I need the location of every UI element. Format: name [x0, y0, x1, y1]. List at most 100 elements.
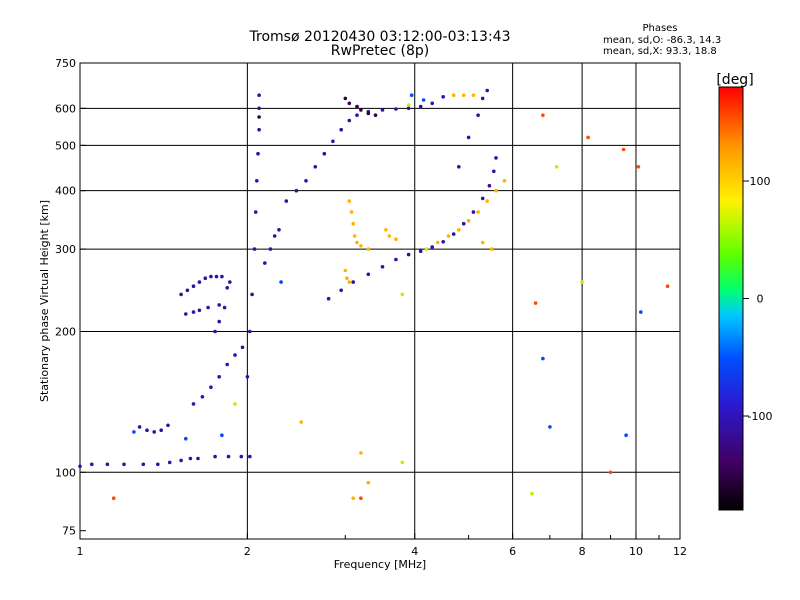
grid-lines: [80, 63, 680, 539]
data-point: [554, 165, 559, 169]
data-point: [418, 104, 423, 109]
data-point: [294, 188, 299, 193]
data-point: [366, 111, 371, 116]
phases-x-mode: mean, sd,X: 93.3, 18.8: [603, 46, 717, 57]
chart-subtitle: RwPretec (8p): [331, 43, 429, 59]
data-point: [197, 308, 202, 313]
data-point: [322, 151, 327, 156]
data-point: [421, 98, 426, 102]
data-point: [580, 280, 584, 284]
data-point: [213, 329, 217, 334]
data-point: [225, 286, 229, 290]
data-point: [466, 135, 471, 140]
data-point: [406, 252, 411, 257]
data-point: [461, 93, 466, 97]
data-point: [586, 135, 590, 140]
data-point: [380, 108, 385, 112]
data-point: [406, 106, 411, 111]
colorbar-ticks: 100 0 -100: [743, 175, 772, 423]
colorbar-tick-label: 0: [757, 293, 764, 306]
data-point: [471, 210, 476, 214]
data-point: [248, 454, 252, 459]
data-point: [485, 199, 490, 203]
data-point: [351, 496, 356, 501]
data-point: [400, 292, 405, 297]
data-point: [217, 319, 221, 324]
data-point: [541, 113, 545, 117]
data-point: [90, 462, 94, 467]
data-point: [105, 462, 110, 467]
data-point: [277, 228, 281, 232]
colorbar-gradient: [718, 86, 744, 511]
y-tick-label: 200: [55, 325, 76, 338]
y-axis: 75 100 200 300 400 500 600 750: [55, 57, 86, 538]
data-point: [457, 228, 461, 232]
colorbar-tick-label: 100: [750, 175, 771, 188]
data-point: [366, 272, 371, 277]
phases-title: Phases: [642, 23, 677, 34]
data-point: [355, 240, 359, 245]
data-point: [209, 385, 213, 390]
data-point: [394, 257, 398, 262]
data-point: [351, 221, 356, 226]
data-point: [345, 276, 349, 281]
data-point: [347, 280, 352, 284]
data-point: [349, 210, 354, 214]
data-point: [191, 402, 196, 406]
data-point: [152, 430, 156, 434]
data-point: [257, 115, 261, 119]
data-point: [441, 95, 446, 99]
data-point: [209, 274, 213, 279]
data-point: [196, 456, 200, 461]
data-point: [351, 280, 356, 284]
data-point: [387, 234, 392, 238]
data-point: [197, 280, 202, 284]
data-point: [252, 247, 257, 251]
x-tick-label: 8: [579, 545, 586, 558]
y-tick-label: 400: [55, 185, 76, 198]
y-tick-label: 300: [55, 243, 76, 256]
data-point: [548, 425, 552, 429]
data-point: [355, 113, 359, 117]
data-point: [430, 245, 435, 249]
data-point: [250, 292, 254, 297]
data-point: [639, 310, 643, 314]
data-point: [339, 127, 344, 132]
data-point: [191, 310, 196, 314]
data-point: [533, 301, 538, 305]
data-point: [347, 101, 352, 106]
data-point: [222, 305, 227, 310]
data-point: [430, 101, 435, 106]
data-point: [220, 274, 224, 279]
data-point: [184, 312, 188, 316]
data-point: [225, 362, 229, 367]
data-point: [214, 274, 219, 279]
data-point: [343, 96, 348, 101]
data-point: [78, 464, 82, 469]
data-point: [347, 118, 352, 123]
data-point: [494, 156, 498, 160]
phases-o-mode: mean, sd,O: -86.3, 14.3: [603, 35, 721, 46]
data-point: [373, 113, 378, 117]
data-point: [111, 496, 116, 501]
data-point: [239, 454, 244, 459]
data-point: [217, 375, 221, 379]
x-tick-label: 6: [509, 545, 516, 558]
data-point: [200, 395, 205, 399]
data-point: [159, 428, 163, 433]
data-point: [228, 280, 232, 284]
data-point: [206, 305, 210, 310]
colorbar-label: [deg]: [716, 72, 753, 88]
data-points: [78, 88, 670, 501]
colorbar: [deg] 100 0 -100: [716, 72, 772, 511]
data-point: [254, 179, 259, 183]
data-point: [233, 402, 237, 406]
data-point: [636, 165, 641, 169]
data-point: [352, 234, 357, 238]
data-point: [409, 93, 414, 97]
x-axis-label: Frequency [MHz]: [334, 558, 426, 571]
data-point: [502, 179, 507, 183]
data-point: [326, 296, 331, 301]
data-point: [179, 292, 183, 297]
